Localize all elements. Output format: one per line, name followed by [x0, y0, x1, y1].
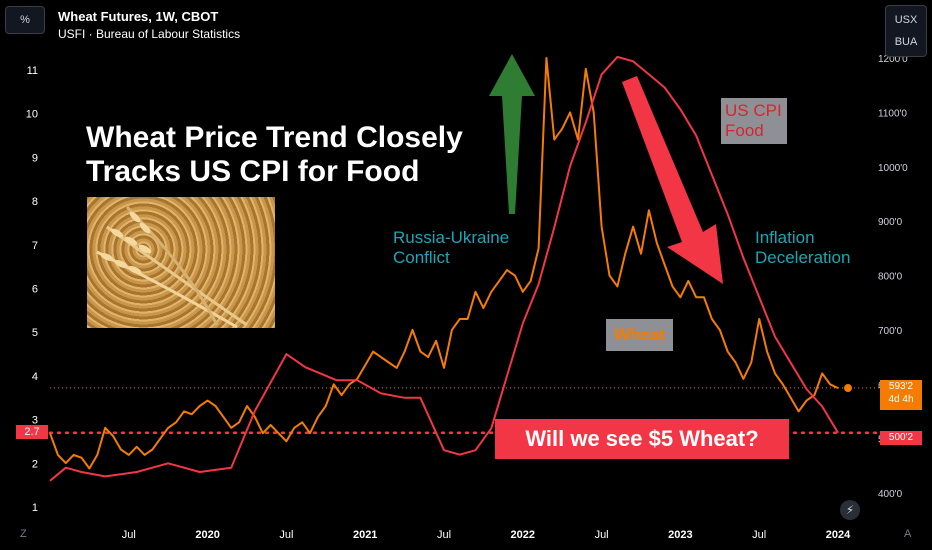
a-button[interactable]: A [904, 528, 912, 540]
right-tick-4: 800'0 [878, 272, 903, 283]
russia-line-2: Conflict [393, 248, 450, 267]
x-tick-3: 2021 [353, 529, 377, 541]
russia-ukraine-annotation: Russia-Ukraine Conflict [393, 228, 509, 268]
price-badge-countdown: 4d 4h [888, 394, 914, 405]
right-tick-8: 1200'0 [878, 54, 908, 65]
left-tick-7: 8 [32, 196, 38, 208]
x-tick-7: 2023 [668, 529, 692, 541]
left-tick-3: 4 [32, 371, 38, 383]
wheat-series-tag: Wheat [606, 319, 673, 351]
chart-title: Wheat Futures, 1W, CBOT [58, 9, 219, 24]
x-tick-2: Jul [279, 529, 293, 541]
lightning-gauge-icon[interactable]: ⚡ [840, 500, 860, 520]
cpi-series-tag: US CPI Food [721, 98, 787, 144]
left-tick-1: 2 [32, 458, 38, 470]
x-tick-5: 2022 [511, 529, 535, 541]
z-button[interactable]: Z [20, 528, 27, 540]
red-down-arrow [622, 76, 723, 284]
headline: Wheat Price Trend Closely Tracks US CPI … [86, 121, 506, 189]
x-tick-9: 2024 [826, 529, 851, 541]
chart-source: USFI · Bureau of Labour Statistics [58, 27, 241, 41]
currency-unit-selector[interactable]: USX BUA [885, 5, 927, 57]
question-banner: Will we see $5 Wheat? [495, 419, 789, 459]
left-tick-4: 5 [32, 327, 38, 339]
x-tick-0: Jul [122, 529, 136, 541]
series-layer [49, 55, 852, 482]
cpi-tag-line-1: US CPI [725, 101, 782, 120]
inflation-line-2: Deceleration [755, 248, 851, 267]
right-tick-7: 1100'0 [878, 108, 907, 119]
price-badge: 593'2 4d 4h [880, 380, 922, 410]
wheat-last-point [844, 384, 852, 393]
left-tick-8: 9 [32, 152, 38, 164]
reference-lines [48, 387, 882, 434]
right-tick-0: 400'0 [878, 489, 903, 500]
headline-line-2: Tracks US CPI for Food [86, 155, 420, 188]
x-tick-6: Jul [595, 529, 609, 541]
right-tick-3: 700'0 [878, 326, 903, 337]
trend-arrows [489, 54, 723, 284]
left-tick-5: 6 [32, 284, 38, 296]
x-axis-ticks: Jul 2020 Jul 2021 Jul 2022 Jul 2023 Jul 2024 [122, 529, 851, 541]
unit-label: BUA [894, 36, 918, 48]
cpi-series-line [49, 55, 839, 482]
wheat-stalk-icon [96, 205, 248, 328]
wheat-series-line [49, 57, 839, 470]
left-tick-9: 10 [26, 109, 38, 121]
left-tick-10: 11 [27, 65, 38, 77]
left-tick-2: 3 [32, 415, 38, 427]
x-tick-1: 2020 [195, 529, 219, 541]
currency-label: USX [894, 14, 918, 26]
left-value-badge: 2.7 [16, 425, 48, 439]
left-axis-ticks: 1 2 3 4 5 6 7 8 9 10 11 [26, 65, 38, 514]
inflation-line-1: Inflation [755, 228, 815, 247]
left-tick-6: 7 [32, 240, 38, 252]
russia-line-1: Russia-Ukraine [393, 228, 510, 247]
green-up-arrow [489, 54, 535, 214]
target-badge: 500'2 [880, 431, 922, 445]
right-tick-5: 900'0 [878, 217, 903, 228]
wheat-photo [87, 197, 275, 328]
x-tick-4: Jul [437, 529, 451, 541]
price-badge-value: 593'2 [888, 381, 914, 392]
headline-line-1: Wheat Price Trend Closely [86, 121, 463, 154]
right-tick-6: 1000'0 [878, 163, 908, 174]
percent-button[interactable]: % [5, 6, 45, 34]
left-tick-0: 1 [32, 502, 38, 514]
cpi-tag-line-2: Food [725, 121, 764, 140]
x-tick-8: Jul [752, 529, 766, 541]
inflation-annotation: Inflation Deceleration [755, 228, 850, 268]
